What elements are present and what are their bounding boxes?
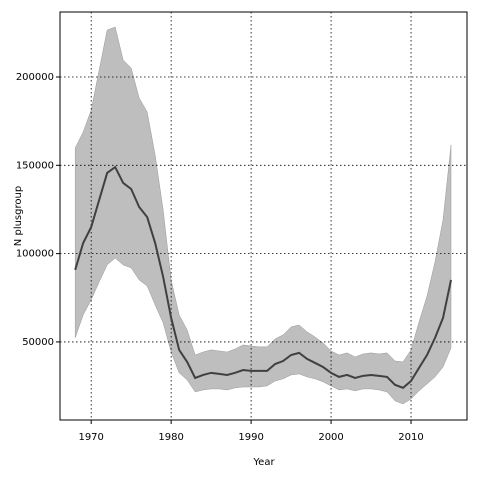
x-tick-label: 2000 xyxy=(318,432,343,443)
x-tick-label: 1980 xyxy=(158,432,183,443)
y-axis-label: N plusgroup xyxy=(13,186,24,246)
median-line xyxy=(74,165,452,389)
x-axis-label: Year xyxy=(252,457,275,468)
plot-frame xyxy=(59,11,468,421)
y-tick-label: 200000 xyxy=(16,72,54,83)
x-tick-label: 1990 xyxy=(238,432,263,443)
x-tick-label: 2010 xyxy=(398,432,423,443)
y-tick-label: 150000 xyxy=(16,160,54,171)
x-tick-label: 1970 xyxy=(78,432,103,443)
y-tick-label: 100000 xyxy=(16,249,54,260)
confidence-band xyxy=(74,26,452,405)
y-tick-label: 50000 xyxy=(22,337,54,348)
